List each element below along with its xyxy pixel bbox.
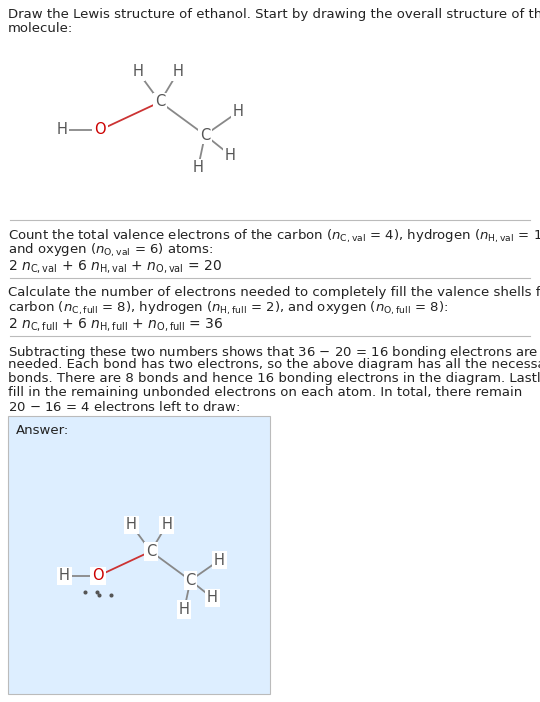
Text: Calculate the number of electrons needed to completely fill the valence shells f: Calculate the number of electrons needed… xyxy=(8,286,540,299)
Text: 2 $n_\mathrm{C,full}$ + 6 $n_\mathrm{H,full}$ + $n_\mathrm{O,full}$ = 36: 2 $n_\mathrm{C,full}$ + 6 $n_\mathrm{H,f… xyxy=(8,316,224,333)
Text: bonds. There are 8 bonds and hence 16 bonding electrons in the diagram. Lastly,: bonds. There are 8 bonds and hence 16 bo… xyxy=(8,372,540,385)
Text: Count the total valence electrons of the carbon ($n_\mathrm{C,val}$ = 4), hydrog: Count the total valence electrons of the… xyxy=(8,228,540,245)
Text: H: H xyxy=(207,590,218,606)
Text: O: O xyxy=(92,569,104,583)
Text: H: H xyxy=(193,161,204,176)
Text: H: H xyxy=(173,65,184,79)
Text: H: H xyxy=(225,147,235,162)
Text: H: H xyxy=(57,123,68,138)
Text: molecule:: molecule: xyxy=(8,22,73,35)
Text: C: C xyxy=(155,95,165,110)
Text: H: H xyxy=(126,517,137,532)
Text: and oxygen ($n_\mathrm{O,val}$ = 6) atoms:: and oxygen ($n_\mathrm{O,val}$ = 6) atom… xyxy=(8,242,213,259)
Text: carbon ($n_\mathrm{C,full}$ = 8), hydrogen ($n_\mathrm{H,full}$ = 2), and oxygen: carbon ($n_\mathrm{C,full}$ = 8), hydrog… xyxy=(8,300,448,317)
Text: Subtracting these two numbers shows that 36 $-$ 20 = 16 bonding electrons are: Subtracting these two numbers shows that… xyxy=(8,344,538,361)
Text: 2 $n_\mathrm{C,val}$ + 6 $n_\mathrm{H,val}$ + $n_\mathrm{O,val}$ = 20: 2 $n_\mathrm{C,val}$ + 6 $n_\mathrm{H,va… xyxy=(8,258,222,275)
Text: H: H xyxy=(132,65,144,79)
Text: Draw the Lewis structure of ethanol. Start by drawing the overall structure of t: Draw the Lewis structure of ethanol. Sta… xyxy=(8,8,540,21)
Text: fill in the remaining unbonded electrons on each atom. In total, there remain: fill in the remaining unbonded electrons… xyxy=(8,386,522,399)
Text: C: C xyxy=(185,573,195,588)
Text: 20 $-$ 16 = 4 electrons left to draw:: 20 $-$ 16 = 4 electrons left to draw: xyxy=(8,400,240,414)
FancyBboxPatch shape xyxy=(8,416,270,694)
Text: H: H xyxy=(233,105,244,119)
Text: H: H xyxy=(214,552,225,568)
Text: H: H xyxy=(59,569,70,583)
Text: Answer:: Answer: xyxy=(16,424,69,437)
Text: C: C xyxy=(200,128,210,143)
Text: O: O xyxy=(94,123,106,138)
Text: H: H xyxy=(161,517,172,532)
Text: needed. Each bond has two electrons, so the above diagram has all the necessary: needed. Each bond has two electrons, so … xyxy=(8,358,540,371)
Text: H: H xyxy=(179,602,190,617)
Text: C: C xyxy=(146,544,156,559)
